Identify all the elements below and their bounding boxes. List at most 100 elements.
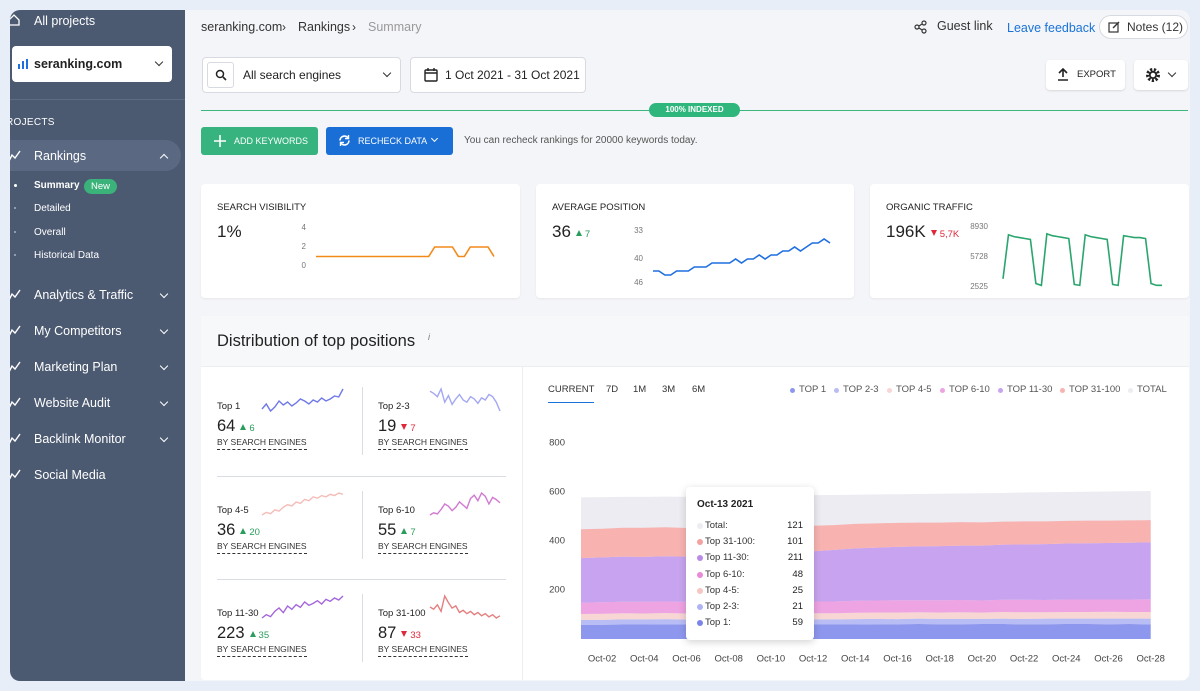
refresh-icon (337, 133, 352, 148)
tile-sub-label[interactable]: BY SEARCH ENGINES (217, 540, 307, 554)
trend-arrow (240, 528, 246, 534)
delta: 5,7K (940, 229, 960, 240)
trend-arrow (931, 230, 937, 236)
delta: 35 (259, 630, 270, 641)
tile-sub-label[interactable]: BY SEARCH ENGINES (217, 643, 307, 657)
tab[interactable]: 1M (633, 382, 646, 398)
nav-item[interactable]: Backlink Monitor (34, 431, 126, 447)
nav-icon-shape (9, 362, 20, 372)
guest-link[interactable]: Guest link (937, 18, 993, 34)
nav-item[interactable]: Rankings (34, 148, 86, 164)
date-range: 1 Oct 2021 - 31 Oct 2021 (445, 67, 580, 83)
tile-label: Top 1 (217, 399, 240, 415)
chevron (431, 135, 438, 142)
settings-button[interactable] (1134, 60, 1188, 90)
recheck-note: You can recheck rankings for 20000 keywo… (464, 133, 697, 149)
sub-nav-item[interactable]: Detailed (34, 201, 71, 217)
search-icon (215, 69, 227, 81)
sub-nav-item[interactable]: Overall (34, 225, 66, 241)
tooltip-dot (697, 620, 703, 626)
tooltip-value: 121 (787, 518, 803, 534)
trend-arrow (576, 230, 582, 236)
nav-item[interactable]: Social Media (34, 467, 106, 483)
tile-sub-label[interactable]: BY SEARCH ENGINES (378, 540, 468, 554)
all-projects-link[interactable]: All projects (34, 13, 95, 29)
engine-select[interactable]: All search engines (202, 57, 401, 93)
tooltip-label: Top 6-10: (705, 567, 745, 583)
tab[interactable]: 6M (692, 382, 705, 398)
info-icon[interactable]: i (428, 329, 430, 345)
chevron (383, 69, 391, 77)
sub-nav-item[interactable]: Summary (34, 178, 80, 194)
tooltip-label: Total: (705, 518, 728, 534)
tile-sub-label[interactable]: BY SEARCH ENGINES (217, 436, 307, 450)
tooltip-dot (697, 555, 703, 561)
legend-label[interactable]: TOP 11-30 (1007, 382, 1052, 398)
tab[interactable]: 7D (606, 382, 618, 398)
nav-item[interactable]: Analytics & Traffic (34, 287, 133, 303)
breadcrumb[interactable]: Rankings (298, 19, 350, 35)
delta: 7 (410, 527, 415, 538)
nav-icon-shape (9, 326, 20, 336)
delta: 7 (410, 423, 415, 434)
tile-sub-label[interactable]: BY SEARCH ENGINES (378, 643, 468, 657)
tile-value: 64 (217, 417, 235, 435)
legend-label[interactable]: TOP 4-5 (896, 382, 932, 398)
sub-bullet (14, 207, 16, 209)
tile-divider (362, 387, 363, 455)
breadcrumb-separator: › (352, 19, 356, 35)
home-icon (8, 14, 20, 26)
add-keywords-button[interactable]: ADD KEYWORDS (201, 127, 318, 155)
indexed-pill: 100% INDEXED (649, 103, 740, 117)
tab[interactable]: CURRENT (548, 382, 594, 403)
tile-divider (217, 579, 506, 580)
engine-label: All search engines (243, 67, 341, 83)
breadcrumb[interactable]: seranking.com (201, 19, 282, 35)
legend-dot (940, 388, 945, 393)
nav-icon (8, 325, 21, 337)
chevron (160, 326, 168, 334)
legend-label[interactable]: TOP 2-3 (843, 382, 879, 398)
tab[interactable]: 3M (662, 382, 675, 398)
legend-label[interactable]: TOP 6-10 (949, 382, 990, 398)
tooltip-label: Top 2-3: (705, 599, 739, 615)
recheck-button[interactable]: RECHECK DATA (326, 127, 453, 155)
tooltip-dot (697, 588, 703, 594)
chevron (160, 434, 168, 442)
tile-sub-label[interactable]: BY SEARCH ENGINES (378, 436, 468, 450)
tile-value: 87 (378, 624, 396, 642)
tooltip-value: 48 (792, 567, 803, 583)
legend-label[interactable]: TOTAL (1137, 382, 1167, 398)
feedback-link[interactable]: Leave feedback (1007, 20, 1095, 36)
card-value: 196K (886, 222, 926, 241)
share-icon (914, 20, 928, 34)
tile-divider (362, 594, 363, 662)
legend-dot (887, 388, 892, 393)
legend-label[interactable]: TOP 31-100 (1069, 382, 1120, 398)
legend-label[interactable]: TOP 1 (799, 382, 826, 398)
nav-icon-shape (9, 290, 20, 300)
legend-dot (790, 388, 795, 393)
tile-value: 55 (378, 521, 396, 539)
export-button[interactable]: EXPORT (1046, 60, 1125, 90)
tile-label: Top 6-10 (378, 503, 415, 519)
export-icon (1057, 68, 1069, 81)
export-label: EXPORT (1077, 67, 1116, 83)
sub-nav-item[interactable]: Historical Data (34, 248, 99, 264)
project-selector[interactable]: seranking.com (12, 46, 172, 82)
trend-arrow (250, 631, 256, 637)
trend-arrow (240, 424, 246, 430)
delta: 20 (249, 527, 260, 538)
notes-label: Notes (12) (1127, 19, 1183, 35)
nav-item[interactable]: My Competitors (34, 323, 122, 339)
date-select[interactable]: 1 Oct 2021 - 31 Oct 2021 (410, 57, 586, 93)
legend-dot (998, 388, 1003, 393)
tooltip-value: 25 (792, 583, 803, 599)
nav-item[interactable]: Website Audit (34, 395, 110, 411)
nav-item[interactable]: Marketing Plan (34, 359, 117, 375)
notes-button[interactable]: Notes (12) (1099, 15, 1188, 39)
tooltip-label: Top 1: (705, 615, 731, 631)
